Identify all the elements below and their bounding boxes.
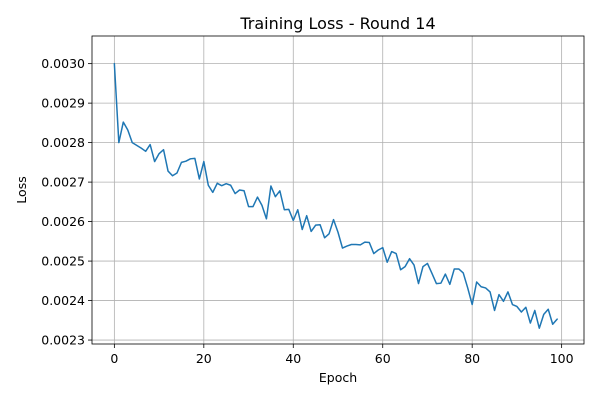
y-tick-label: 0.0023 <box>41 333 85 348</box>
x-tick-label: 60 <box>375 351 391 366</box>
loss-series-line <box>113 62 558 329</box>
y-tick-label: 0.0030 <box>41 56 85 71</box>
y-tick-label: 0.0026 <box>41 214 85 229</box>
y-axis-label: Loss <box>14 176 29 203</box>
x-tick-label: 0 <box>110 351 118 366</box>
y-tick-label: 0.0029 <box>41 96 85 111</box>
y-tick-label: 0.0028 <box>41 135 85 150</box>
x-tick-label: 20 <box>196 351 212 366</box>
grid-lines <box>92 36 584 344</box>
plot-frame <box>91 35 585 345</box>
axis-ticks: 0 20 40 60 80 100 0.0023 0.0024 0.0025 0.0026 0.00… <box>41 56 573 366</box>
y-tick-label: 0.0025 <box>41 254 85 269</box>
x-tick-label: 40 <box>285 351 301 366</box>
series-layer <box>113 62 558 329</box>
x-tick-label: 80 <box>464 351 480 366</box>
x-tick-label: 100 <box>550 351 574 366</box>
y-tick-label: 0.0024 <box>41 293 85 308</box>
x-axis-label: Epoch <box>319 370 357 385</box>
y-tick-label: 0.0027 <box>41 175 85 190</box>
chart-title: Training Loss - Round 14 <box>239 14 435 33</box>
